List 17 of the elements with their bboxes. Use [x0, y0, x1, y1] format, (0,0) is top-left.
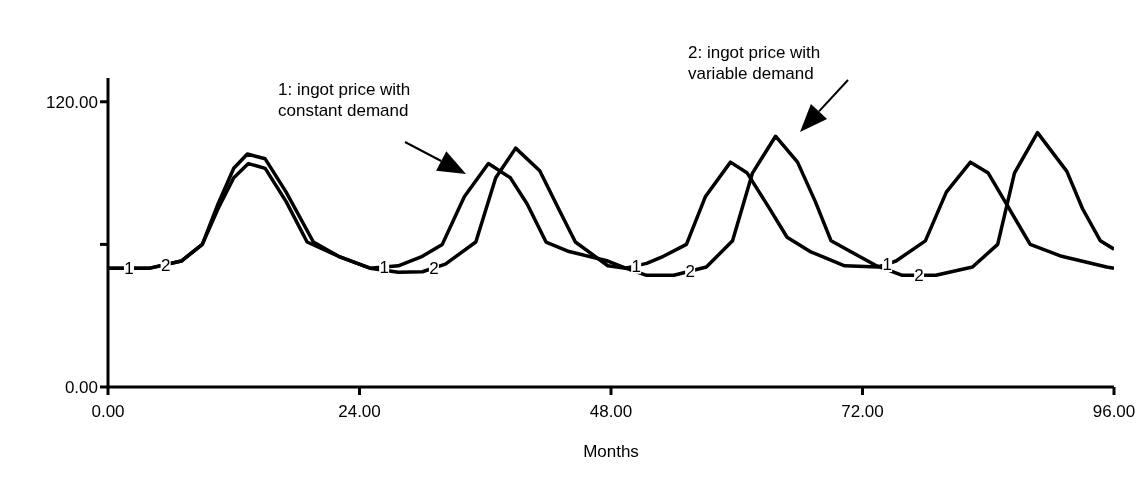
series-label: 2 — [429, 258, 439, 278]
text: 1 — [631, 256, 641, 276]
x-tick-label: 0.00 — [91, 402, 125, 422]
series-label: 1 — [379, 257, 389, 277]
annotation: 2: ingot price with variable demand — [688, 43, 821, 83]
y-tick-label: 120.00 — [46, 92, 98, 112]
x-tick-label: 24.00 — [338, 402, 381, 422]
text: 2 — [685, 262, 695, 282]
x-axis-title: Months — [583, 442, 639, 461]
text: 1 — [124, 259, 134, 279]
x-tick-label: 72.00 — [841, 402, 884, 422]
text: 2 — [160, 255, 171, 275]
text: 2 — [914, 266, 924, 286]
text: 1 — [882, 254, 892, 274]
x-tick-label: 96.00 — [1092, 402, 1136, 422]
annotation: 1: ingot price with constant demand — [278, 80, 411, 120]
x-tick-label: 48.00 — [589, 402, 633, 422]
